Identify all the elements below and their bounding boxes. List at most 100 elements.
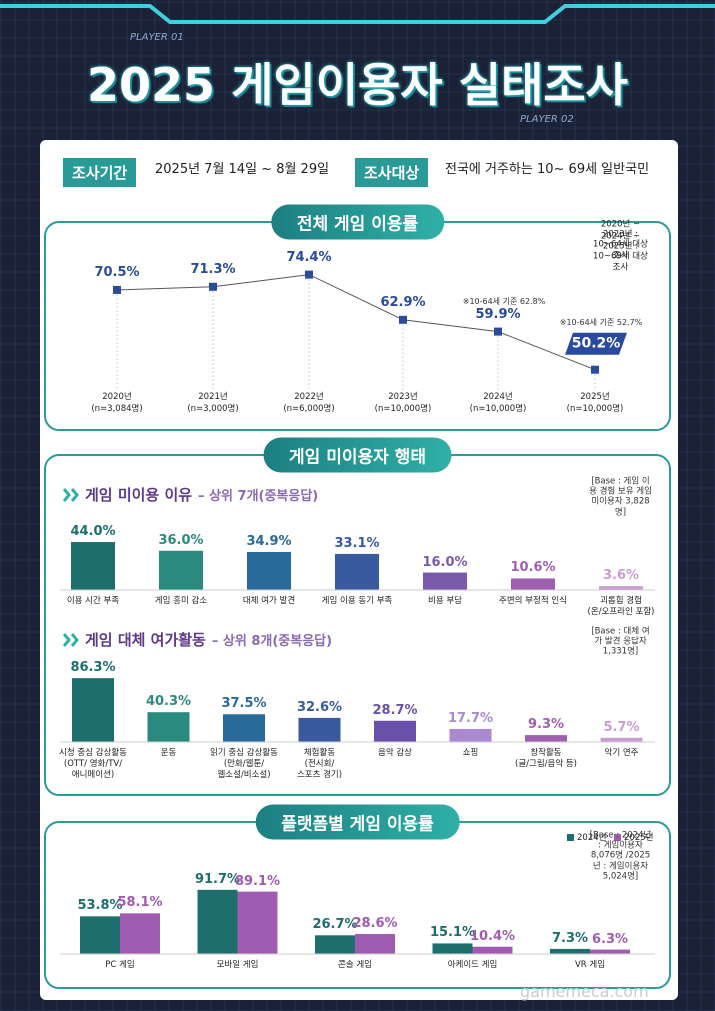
bar	[159, 550, 203, 590]
bar	[525, 735, 567, 742]
value-label: 58.1%	[117, 895, 163, 911]
value-label: 28.6%	[352, 916, 398, 932]
value-label: 17.7%	[447, 711, 494, 727]
x-label: 비용 부담	[428, 596, 462, 606]
period: 2025년 7월 14일 ~ 8월 29일	[155, 162, 330, 177]
tag: 조사기간	[63, 158, 137, 187]
value-label: 16.0%	[422, 554, 468, 570]
chart-title: 게임 미이용 이유	[85, 486, 193, 505]
x-label: 콘솔 게임	[338, 960, 372, 970]
bar	[374, 720, 416, 742]
value-label: 62.9%	[380, 295, 426, 310]
bar	[355, 933, 395, 954]
x-sublabel: (n=3,000명)	[187, 403, 239, 414]
value-label: 33.1%	[334, 536, 380, 552]
annotation: ※10-64세 기준 62.8%	[462, 296, 546, 306]
bar	[80, 916, 120, 954]
x-label: 쇼핑	[462, 748, 479, 758]
x-label: 아케이드 게임	[447, 960, 498, 970]
x-sublabel: (n=10,000명)	[469, 403, 527, 414]
value-label: 70.5%	[94, 265, 140, 281]
x-label: 괴롭힘 경험 (온/오프라인 포함)	[587, 596, 655, 617]
chart-subtitle: – 상위 7개(중복응답)	[198, 489, 319, 505]
base-note: [Base : 게임 이용 경험 보유 게임 미이용자 3,828명]	[589, 476, 652, 518]
x-label: 2024년	[483, 391, 513, 402]
bar	[223, 714, 265, 742]
value-label: 6.3%	[591, 931, 629, 947]
bar	[599, 586, 643, 590]
label-box	[565, 332, 627, 355]
value-label: 10.6%	[510, 560, 556, 576]
line	[116, 274, 596, 371]
value-label: 37.5%	[221, 696, 267, 712]
bar	[472, 946, 513, 954]
main-title: 2025 게임이용자 실태조사	[87, 58, 628, 112]
player-label: PLAYER 02	[520, 114, 574, 125]
value-label: 15.1%	[429, 925, 476, 941]
x-label: 창작활동 (글/그림/음악 등)	[515, 748, 577, 769]
section-pill: 플랫폼별 게임 이용률	[255, 804, 460, 840]
legend-label: 2025년	[624, 832, 654, 843]
point	[494, 327, 502, 336]
value-label: 26.7%	[312, 917, 358, 933]
bar	[237, 891, 278, 954]
value-label: 44.0%	[70, 524, 116, 540]
base-note: [Base : 대체 여가 발견 응답자 1,331명]	[591, 626, 650, 658]
section-pill: 전체 게임 이용률	[270, 204, 445, 240]
tag: 조사대상	[355, 158, 429, 187]
bar	[449, 728, 492, 742]
player-label: PLAYER 01	[130, 32, 184, 43]
bar	[511, 578, 555, 590]
x-label: 게임 이용 동기 부족	[321, 596, 393, 606]
bar	[550, 948, 590, 954]
legend-swatch	[567, 834, 574, 841]
x-sublabel: (n=6,000명)	[283, 403, 335, 414]
bar	[432, 943, 473, 954]
legend-swatch	[614, 834, 621, 841]
x-label: 체험활동 (전시회/ 스포츠 경기)	[296, 748, 343, 780]
chart-header: 게임 대체 여가활동 – 상위 8개(중복응답)	[85, 630, 332, 650]
point	[209, 282, 217, 291]
value-label: 34.9%	[246, 534, 292, 550]
bar	[147, 712, 190, 742]
x-label: 시청 중심 감상활동 (OTT/ 영화/TV/ 애니메이션)	[59, 748, 127, 780]
deco-frame	[0, 3, 715, 24]
point	[113, 285, 121, 294]
x-label: 운동	[160, 748, 177, 758]
x-label: PC 게임	[105, 960, 135, 970]
bar	[72, 678, 114, 742]
x-label: 2020년	[102, 391, 132, 402]
value-label: 36.0%	[158, 532, 204, 548]
bar	[247, 551, 291, 590]
note: 2024년 ~ 2025년 : 10~69세 대상 조사	[593, 231, 648, 273]
bar	[315, 935, 355, 954]
point	[591, 365, 599, 374]
base-note: [Base : 2024년 : 게임이용자 8,076명 /2025년 : 게임…	[589, 830, 652, 882]
annotation: ※10-64세 기준 52.7%	[559, 317, 643, 327]
bar	[423, 572, 467, 590]
bar	[120, 913, 160, 954]
x-label: 주변의 부정적 인식	[499, 596, 567, 606]
bar	[335, 553, 379, 590]
value-label: 89.1%	[234, 873, 281, 889]
value-label: 86.3%	[70, 660, 116, 676]
bar	[298, 717, 341, 742]
chevrons	[62, 488, 79, 647]
value-label: 50.2%	[571, 335, 621, 352]
value-label: 7.3%	[551, 931, 589, 947]
bar	[590, 949, 630, 954]
x-label: 2025년	[580, 391, 610, 402]
value-label: 71.3%	[190, 261, 236, 277]
x-label: 2021년	[198, 391, 228, 402]
section-pill: 게임 미이용자 행태	[263, 437, 452, 473]
chart-title: 게임 대체 여가활동	[85, 631, 206, 650]
x-sublabel: (n=10,000명)	[566, 403, 624, 414]
x-label: 이용 시간 부족	[66, 596, 120, 606]
x-label: 대체 여가 발견	[242, 596, 296, 606]
x-label: 2022년	[294, 391, 324, 402]
x-sublabel: (n=10,000명)	[374, 403, 432, 414]
x-label: 모바일 게임	[216, 960, 259, 970]
watermark: gamemeca.com	[520, 982, 649, 1001]
